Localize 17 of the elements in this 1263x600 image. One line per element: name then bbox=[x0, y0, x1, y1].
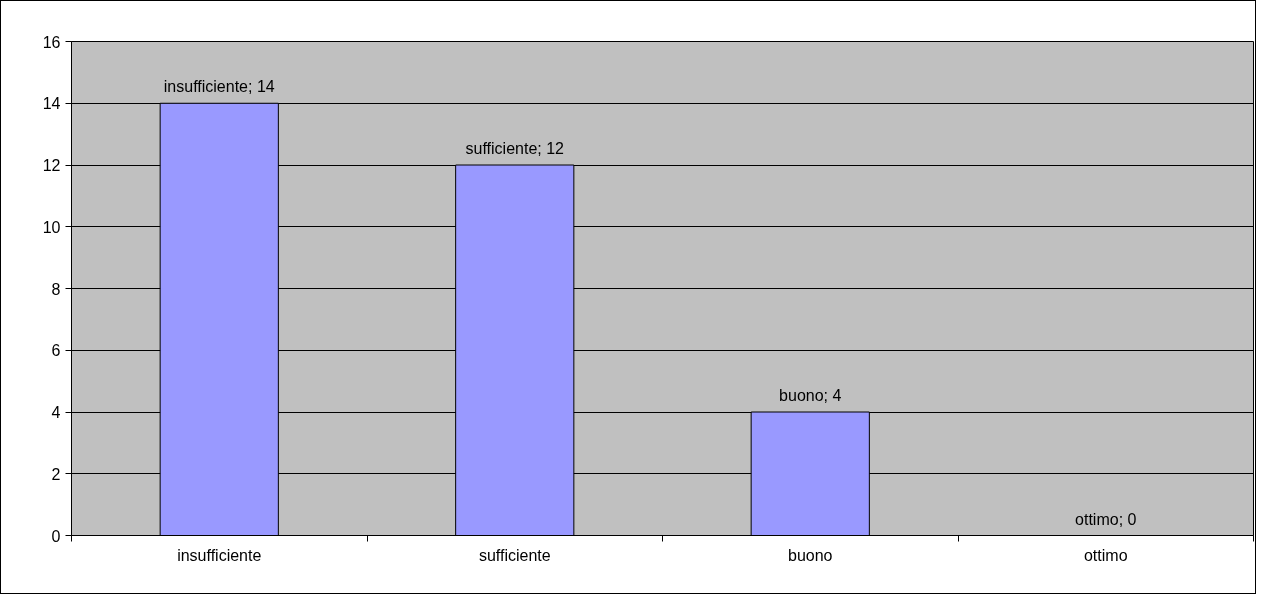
x-tick-label: sufficiente bbox=[478, 546, 551, 564]
y-tick-label: 12 bbox=[42, 157, 61, 174]
x-tick-label: buono bbox=[788, 546, 833, 564]
x-tick-label: insufficiente bbox=[177, 546, 262, 564]
y-tick-label: 0 bbox=[51, 527, 61, 545]
y-tick-label: 6 bbox=[51, 342, 61, 360]
data-label: insufficiente; 14 bbox=[163, 78, 275, 96]
data-label: sufficiente; 12 bbox=[465, 140, 565, 157]
data-label: ottimo; 0 bbox=[1075, 510, 1137, 528]
data-label: buono; 4 bbox=[779, 387, 842, 404]
y-tick-label: 10 bbox=[42, 218, 61, 236]
x-tick-label: ottimo bbox=[1083, 546, 1128, 564]
y-tick-label: 2 bbox=[51, 465, 61, 483]
y-tick-label: 14 bbox=[42, 95, 61, 113]
y-tick-label: 16 bbox=[42, 33, 61, 51]
y-tick-label: 8 bbox=[51, 280, 61, 298]
y-tick-label: 4 bbox=[51, 404, 61, 421]
